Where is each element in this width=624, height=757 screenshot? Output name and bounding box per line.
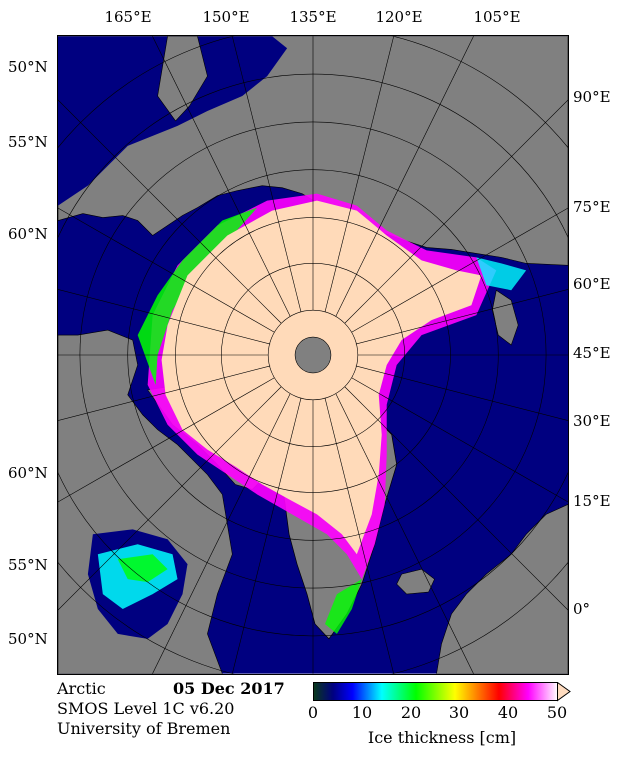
- colorbar-tick-0: 0: [307, 703, 319, 722]
- colorbar-gradient: [313, 682, 558, 701]
- lon-label-45e: 45°E: [573, 344, 611, 362]
- land-europe: [436, 504, 568, 674]
- lon-label-0: 0°: [573, 600, 591, 618]
- lon-label-75e: 75°E: [573, 198, 611, 216]
- lat-label-55n-top: 55°N: [8, 133, 48, 151]
- ice-thickness-colorbar: [313, 682, 571, 702]
- lon-label-90e: 90°E: [573, 88, 611, 106]
- institution-label: University of Bremen: [57, 719, 231, 738]
- lat-label-60n-top: 60°N: [8, 225, 48, 243]
- colorbar-tick-50: 50: [546, 703, 568, 722]
- meridians: [58, 36, 568, 674]
- lon-label-165e: 165°E: [104, 8, 152, 26]
- colorbar-tick-20: 20: [400, 703, 422, 722]
- lon-label-120e: 120°E: [375, 8, 423, 26]
- arctic-ice-map: [57, 35, 569, 675]
- colorbar-extend-arrow: [557, 682, 571, 702]
- lat-label-50n-bottom: 50°N: [8, 630, 48, 648]
- lon-label-105e: 105°E: [473, 8, 521, 26]
- region-label: Arctic: [57, 679, 106, 698]
- lon-label-30e: 30°E: [573, 412, 611, 430]
- lon-label-15e: 15°E: [573, 492, 611, 510]
- date-label: 05 Dec 2017: [173, 679, 285, 698]
- thick-ice: [161, 200, 482, 555]
- colorbar-label: Ice thickness [cm]: [367, 728, 517, 747]
- lon-label-60e: 60°E: [573, 275, 611, 293]
- colorbar-tick-30: 30: [448, 703, 470, 722]
- colorbar-tick-40: 40: [497, 703, 519, 722]
- lat-label-50n-top: 50°N: [8, 58, 48, 76]
- product-label: SMOS Level 1C v6.20: [57, 699, 235, 718]
- lon-label-135e: 135°E: [289, 8, 337, 26]
- lon-label-150e: 150°E: [202, 8, 250, 26]
- colorbar-tick-10: 10: [351, 703, 373, 722]
- pole-hole: [294, 336, 332, 374]
- lat-label-55n-bottom: 55°N: [8, 556, 48, 574]
- lat-label-60n-bottom: 60°N: [8, 464, 48, 482]
